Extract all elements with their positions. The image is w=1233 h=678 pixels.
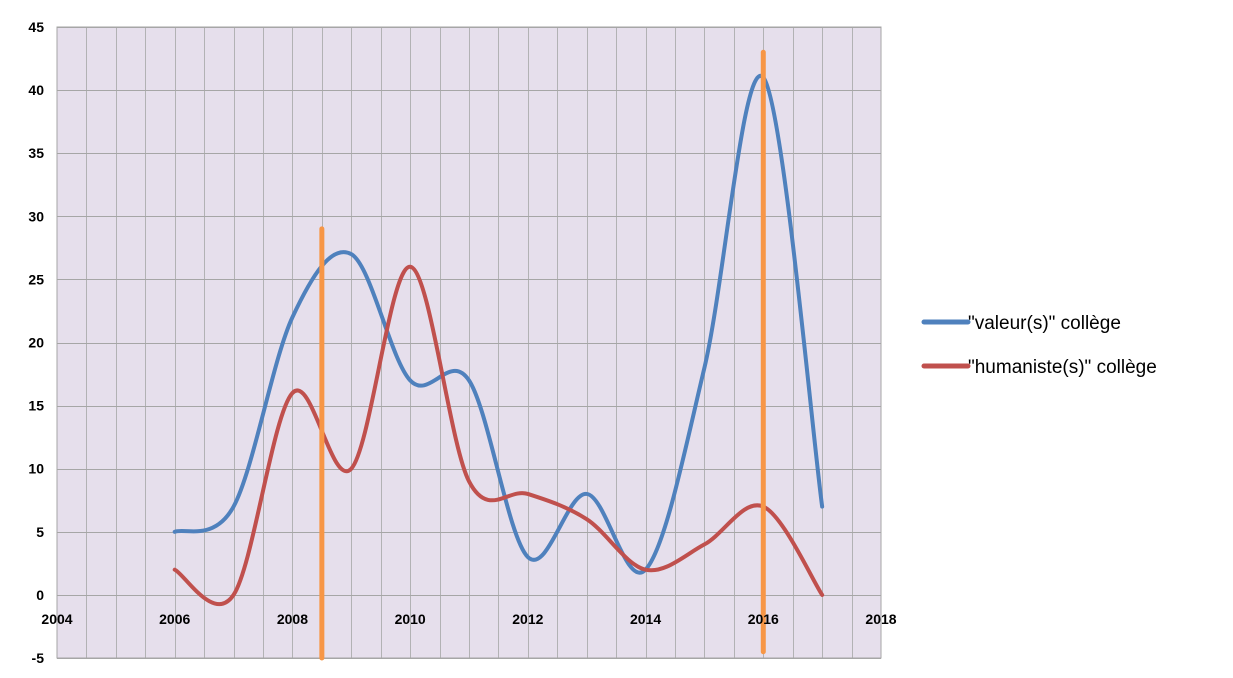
- series-line-humanistes: [172, 264, 825, 606]
- x-tick-label: 2018: [865, 611, 896, 627]
- x-axis-ticks: 2004 2006 2008 2010 2012 2014 2016 2018: [41, 611, 896, 627]
- y-tick-label: 20: [28, 335, 44, 351]
- legend-label: "valeur(s)" collège: [968, 313, 1121, 334]
- y-tick-label: 10: [28, 461, 44, 477]
- series-line-valeurs: [172, 73, 825, 575]
- minor-gridlines: [86, 27, 853, 658]
- x-tick-label: 2008: [277, 611, 308, 627]
- x-tick-label: 2012: [512, 611, 543, 627]
- y-tick-label: 0: [36, 587, 44, 603]
- x-tick-label: 2016: [748, 611, 779, 627]
- y-axis-ticks: -5 0 5 10 15 20 25 30 35 40 45: [28, 19, 44, 666]
- plot-background: [56, 26, 882, 659]
- y-tick-label: 40: [28, 82, 44, 98]
- x-tick-label: 2010: [395, 611, 426, 627]
- y-tick-label: 15: [28, 398, 44, 414]
- y-tick-label: 35: [28, 145, 44, 161]
- y-tick-label: 45: [28, 19, 44, 35]
- y-tick-label: 5: [36, 524, 44, 540]
- legend: "valeur(s)" collège "humaniste(s)" collèg…: [921, 313, 1157, 378]
- y-tick-label: 30: [28, 208, 44, 224]
- major-gridlines: [57, 27, 881, 659]
- legend-label: "humaniste(s)" collège: [968, 357, 1157, 378]
- y-tick-label: -5: [32, 650, 45, 666]
- x-tick-label: 2006: [159, 611, 190, 627]
- y-tick-label: 25: [28, 271, 44, 287]
- x-tick-label: 2004: [41, 611, 72, 627]
- series-layer: [172, 73, 825, 606]
- reference-lines: [319, 49, 766, 661]
- x-tick-label: 2014: [630, 611, 661, 627]
